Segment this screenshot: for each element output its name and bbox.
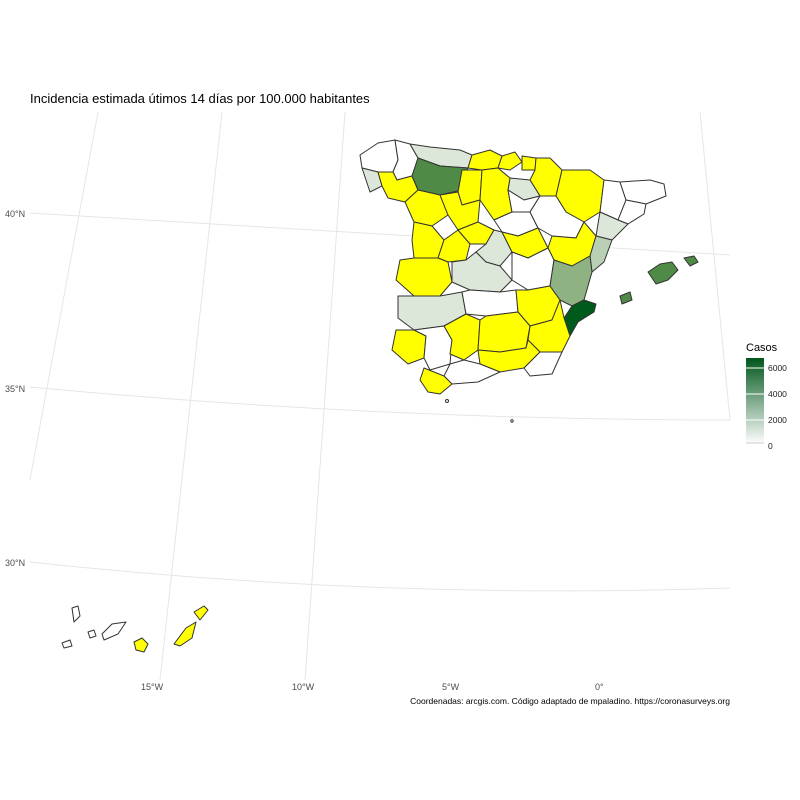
graticule-lon-5w — [304, 111, 346, 681]
province-cantabria[interactable] — [467, 149, 503, 171]
legend-label-2000: 2000 — [768, 415, 787, 425]
province-ceuta[interactable] — [445, 399, 449, 403]
province-burgos[interactable] — [479, 167, 513, 221]
graticule-lon-10w — [159, 111, 223, 681]
provinces — [61, 139, 699, 653]
province-guipuzcoa[interactable] — [521, 155, 537, 171]
lon-label-10w: 10°W — [292, 682, 315, 692]
graticule-lat-35 — [29, 386, 731, 421]
graticule-lat-40 — [29, 212, 731, 256]
province-caceres[interactable] — [395, 257, 453, 297]
province-canarias-la-gomera[interactable] — [87, 629, 97, 639]
province-huelva[interactable] — [391, 329, 427, 365]
province-tarragona[interactable] — [595, 211, 629, 241]
legend-label-0: 0 — [768, 441, 773, 451]
lat-label-30n: 30°N — [5, 558, 25, 568]
province-cadiz[interactable] — [419, 367, 453, 395]
graticule-lon-15w — [29, 111, 99, 481]
lon-label-15w: 15°W — [141, 682, 164, 692]
province-pontevedra[interactable] — [361, 167, 383, 193]
map-title: Incidencia estimada útimos 14 días por 1… — [30, 91, 370, 106]
province-baleares-menorca[interactable] — [683, 255, 699, 267]
province-a-coruna[interactable] — [359, 139, 399, 173]
lon-label-5w: 5°W — [442, 682, 460, 692]
province-alicante[interactable] — [563, 299, 597, 337]
province-barcelona[interactable] — [617, 199, 647, 225]
province-baleares-ibiza[interactable] — [619, 291, 633, 305]
lon-label-0: 0° — [595, 682, 604, 692]
province-canarias-lanzarote[interactable] — [193, 605, 209, 621]
province-cordoba[interactable] — [443, 313, 481, 361]
province-palencia[interactable] — [457, 169, 483, 206]
graticule — [29, 111, 731, 681]
province-ciudad-real[interactable] — [461, 289, 519, 317]
province-leon[interactable] — [411, 157, 469, 196]
province-canarias-el-hierro[interactable] — [61, 639, 73, 649]
province-baleares-mallorca[interactable] — [647, 261, 679, 285]
legend-colorbar — [746, 358, 764, 444]
province-vizcaya[interactable] — [497, 151, 523, 171]
province-canarias-tenerife[interactable] — [101, 621, 127, 641]
province-canarias-gran-canaria[interactable] — [133, 637, 149, 653]
province-jaen[interactable] — [477, 311, 531, 353]
graticule-lat-30 — [29, 561, 731, 592]
province-salamanca[interactable] — [411, 221, 445, 259]
legend-label-4000: 4000 — [768, 389, 787, 399]
lat-label-35n: 35°N — [5, 384, 25, 394]
province-canarias-fuerteventura[interactable] — [173, 621, 197, 647]
legend-label-6000: 6000 — [768, 363, 787, 373]
map-caption: Coordenadas: arcgis.com. Código adaptado… — [410, 696, 730, 706]
legend-title: Casos — [746, 342, 778, 354]
province-valladolid[interactable] — [439, 191, 481, 231]
province-almeria[interactable] — [523, 351, 563, 377]
graticule-lon-0 — [699, 111, 731, 421]
lat-label-40n: 40°N — [5, 209, 25, 219]
province-canarias-la-palma[interactable] — [71, 605, 81, 623]
province-toledo[interactable] — [451, 251, 513, 293]
province-melilla[interactable] — [510, 419, 514, 423]
